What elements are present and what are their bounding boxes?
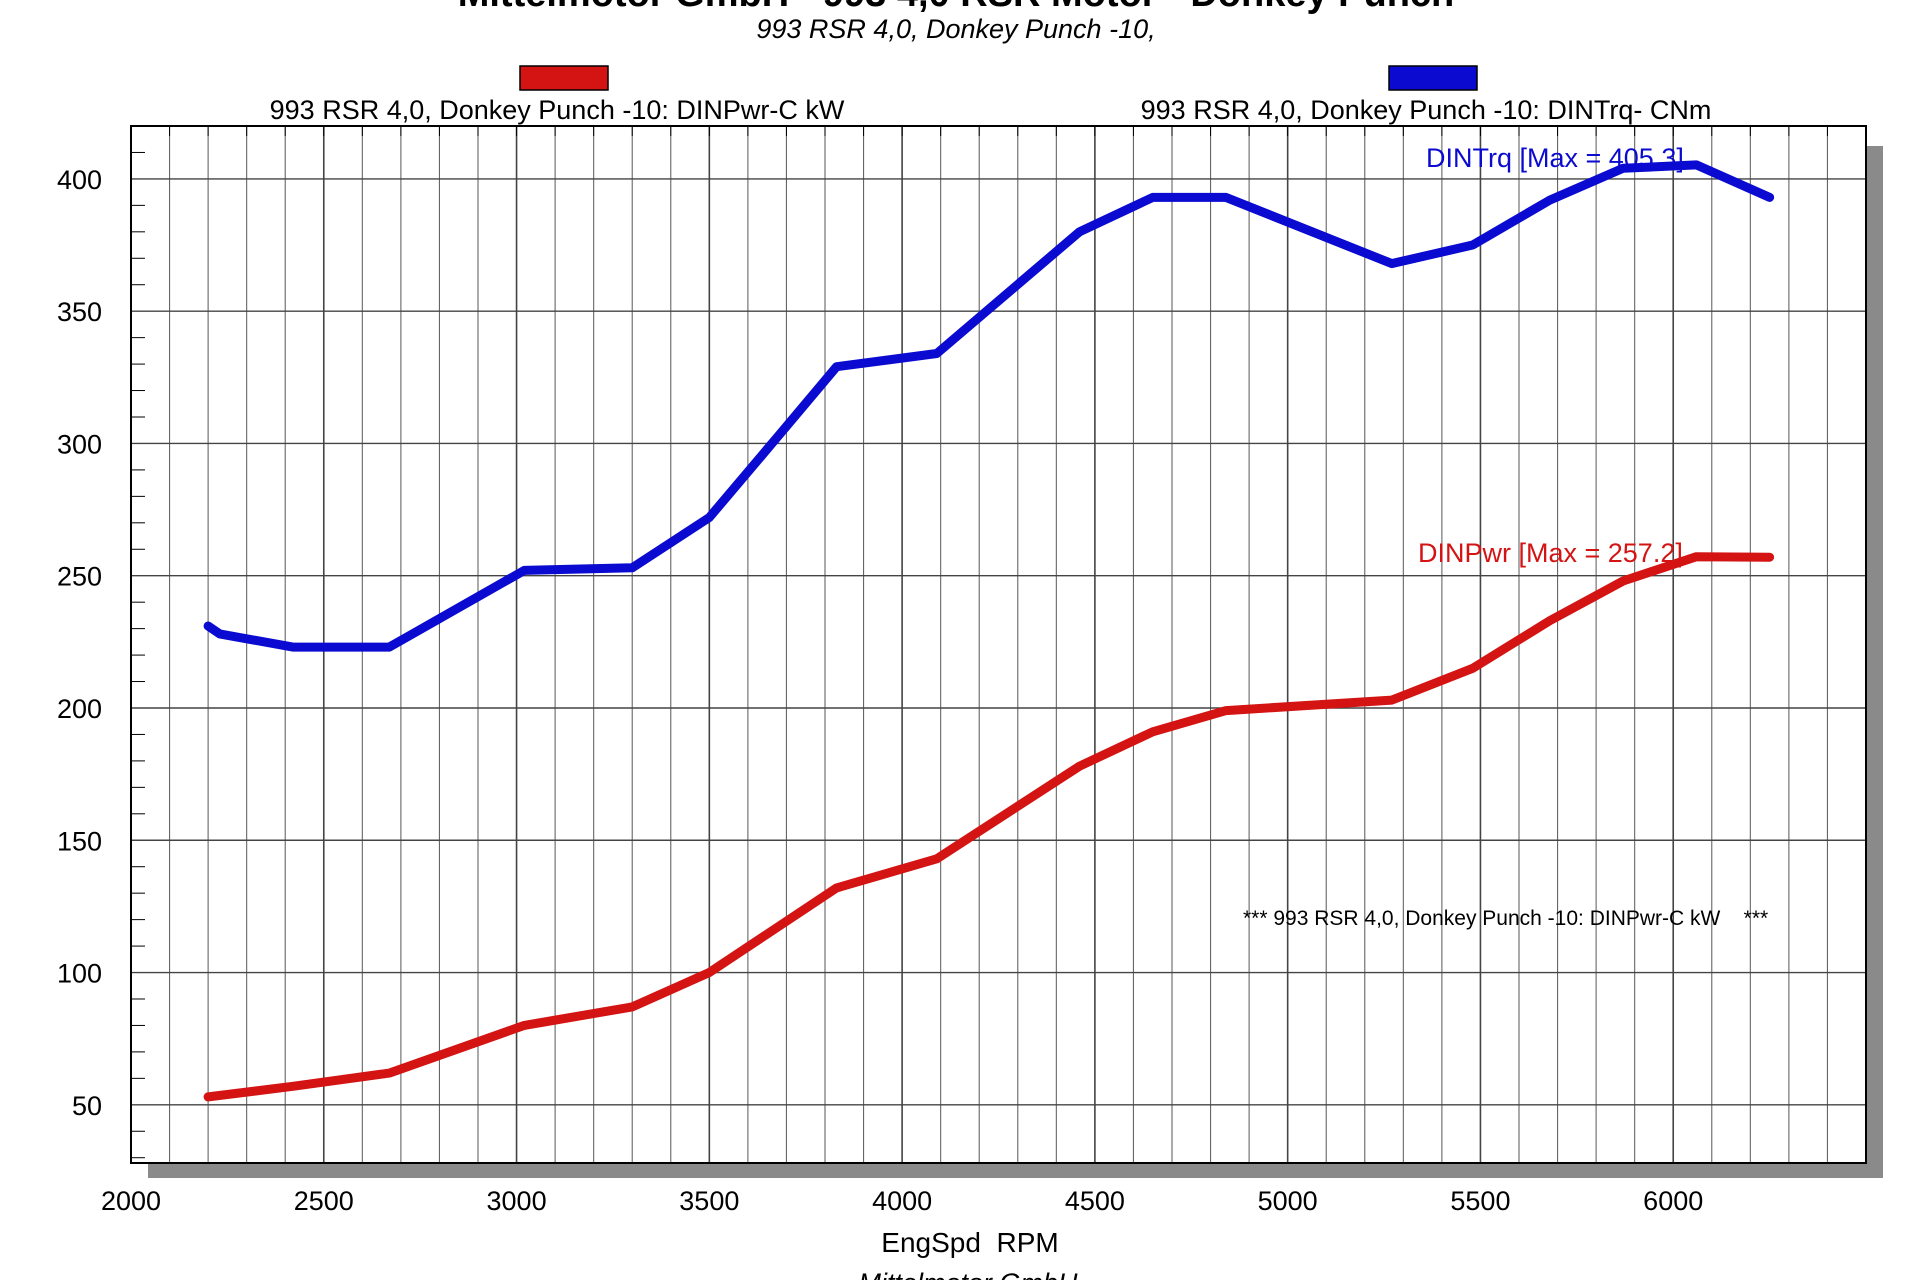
x-tick-labels: 2000 2500 3000 3500 4000 4500 5000 5500 6000 [101, 1186, 1703, 1216]
x-tick-label: 2500 [294, 1186, 354, 1216]
y-tick-label: 50 [72, 1091, 102, 1121]
y-tick-label: 100 [57, 959, 102, 989]
chart-title: Mittelmotor GmbH - 993 4,0 RSR Motor - D… [458, 0, 1455, 15]
y-tick-label: 250 [57, 562, 102, 592]
x-tick-label: 3000 [487, 1186, 547, 1216]
legend-label-power: 993 RSR 4,0, Donkey Punch -10: DINPwr-C … [270, 95, 845, 125]
x-tick-label: 6000 [1643, 1186, 1703, 1216]
torque-max-annotation: DINTrq [Max = 405.3] [1426, 143, 1684, 173]
chart-footer: Mittelmotor GmbH [858, 1268, 1078, 1280]
x-tick-label: 3500 [679, 1186, 739, 1216]
plot-frame [130, 125, 1867, 1164]
legend-swatch-power [519, 65, 609, 91]
legend-label-torque: 993 RSR 4,0, Donkey Punch -10: DINTrq- C… [1141, 95, 1712, 125]
x-tick-label: 5000 [1258, 1186, 1318, 1216]
y-tick-label: 200 [57, 694, 102, 724]
y-tick-label: 400 [57, 165, 102, 195]
x-tick-label: 5500 [1450, 1186, 1510, 1216]
power-line [203, 552, 1775, 1102]
series-layer [203, 160, 1775, 1102]
x-tick-label: 4500 [1065, 1186, 1125, 1216]
torque-line [203, 160, 1775, 652]
power-max-annotation: DINPwr [Max = 257.2] [1418, 538, 1683, 568]
chart-subtitle: 993 RSR 4,0, Donkey Punch -10, [756, 14, 1155, 44]
legend-swatch-torque [1388, 65, 1478, 91]
legend: 993 RSR 4,0, Donkey Punch -10: DINPwr-C … [270, 65, 1712, 125]
y-tick-labels: 50 100 150 200 250 300 350 400 [57, 165, 102, 1121]
x-tick-label: 2000 [101, 1186, 161, 1216]
y-tick-label: 300 [57, 429, 102, 459]
y-tick-label: 150 [57, 826, 102, 856]
series-note: *** 993 RSR 4,0, Donkey Punch -10: DINPw… [1243, 907, 1768, 930]
x-axis-label: EngSpd RPM [881, 1227, 1058, 1258]
y-tick-label: 350 [57, 297, 102, 327]
x-tick-label: 4000 [872, 1186, 932, 1216]
